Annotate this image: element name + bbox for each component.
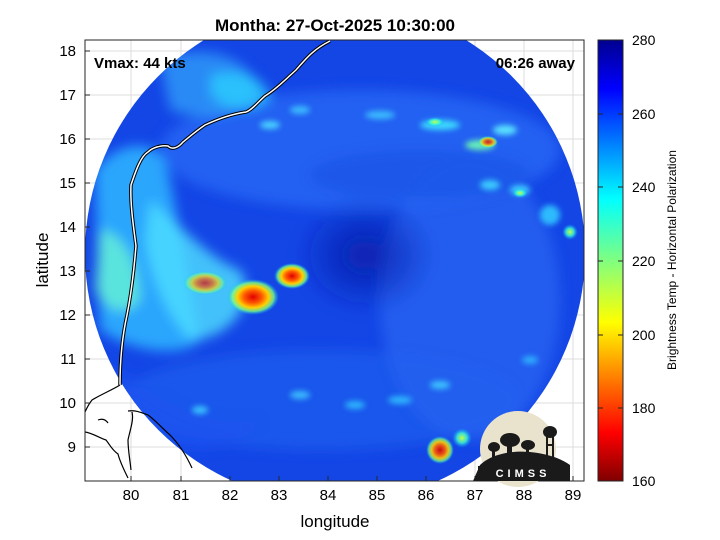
vmax-label: Vmax: 44 kts [94,55,186,72]
x-tick-label: 87 [467,487,484,504]
colorbar-tick-label: 180 [632,400,656,416]
x-tick-label: 86 [418,487,435,504]
x-axis-label: longitude [300,512,369,531]
colorbar: 160 180 200 220 240 260 280 Brightness T… [597,32,679,489]
y-tick-label: 15 [59,175,76,192]
x-tick-label: 82 [222,487,239,504]
y-axis-label: latitude [33,233,52,288]
y-tick-label: 18 [59,43,76,60]
colorbar-tick-label: 220 [632,253,656,269]
x-tick-label: 81 [173,487,190,504]
cimss-logo: CIMSS [473,411,570,487]
colorbar-tick-label: 240 [632,179,656,195]
y-tick-label: 16 [59,131,76,148]
colorbar-tick-label: 160 [632,473,656,489]
y-tick-label: 10 [59,395,76,412]
x-tick-label: 89 [565,487,582,504]
colorbar-tick-label: 280 [632,32,656,48]
cold-cells [183,117,578,464]
colorbar-label: Brightness Temp - Horizontal Polarizatio… [665,150,679,370]
y-tick-label: 14 [59,219,76,236]
x-tick-label: 84 [320,487,337,504]
y-tick-label: 9 [68,439,76,456]
colorbar-tick-label: 260 [632,106,656,122]
y-tick-label: 17 [59,87,76,104]
colorbar-tick-label: 200 [632,327,656,343]
x-tick-label: 80 [123,487,140,504]
cimss-logo-text: CIMSS [496,468,551,480]
brightness-temp-swath [85,40,584,481]
axes-box [84,39,585,482]
time-away-label: 06:26 away [496,55,576,72]
x-tick-label: 88 [516,487,533,504]
y-tick-label: 13 [59,263,76,280]
y-tick-label: 11 [60,351,76,368]
x-tick-label: 83 [271,487,288,504]
y-tick-label: 12 [59,307,76,324]
x-tick-label: 85 [369,487,386,504]
chart-title: Montha: 27-Oct-2025 10:30:00 [215,16,455,35]
